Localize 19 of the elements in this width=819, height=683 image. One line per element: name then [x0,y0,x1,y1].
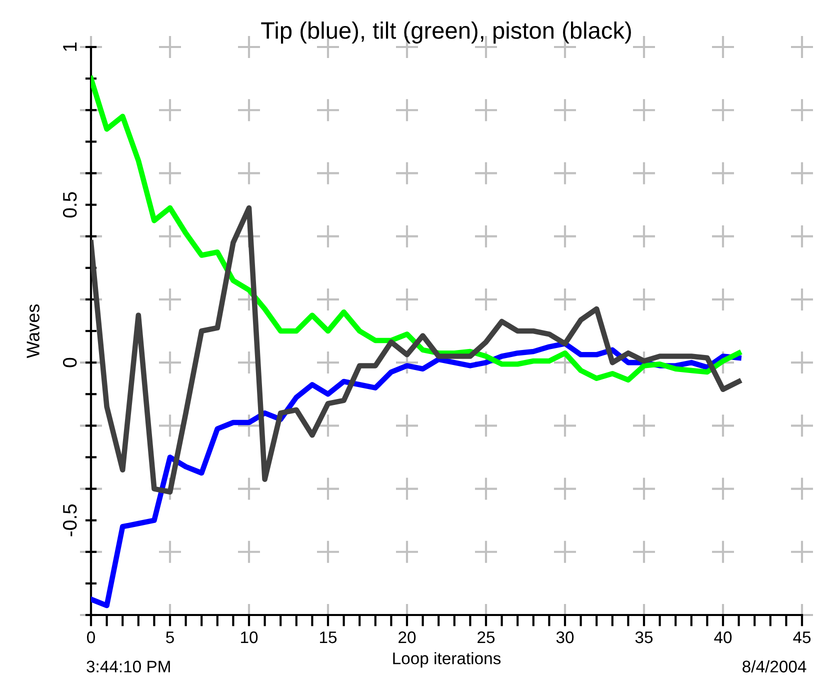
y-tick-label: 1 [63,42,77,51]
y-tick-label: 0 [62,358,77,368]
x-axis-title: Loop iterations [393,652,501,668]
x-tick-label: 5 [166,632,174,644]
x-tick-label: 45 [793,632,811,644]
x-tick-label: 35 [635,631,653,644]
x-tick-label: 40 [714,631,732,644]
x-tick-label: 20 [398,631,416,644]
x-tick-label: 10 [241,631,258,644]
y-axis-title: Waves [26,304,40,358]
x-tick-label: 0 [87,631,95,644]
x-tick-label: 30 [556,631,574,644]
chart-title: Tip (blue), tilt (green), piston (black) [261,22,631,44]
text: 3:44:10 PM [86,660,170,672]
x-tick-label: 15 [320,632,337,644]
y-tick-label: 0.5 [62,192,77,218]
y-tick-label: -0.5 [62,504,77,536]
text: 8/4/2004 [742,660,806,672]
x-tick-label: 25 [478,631,495,644]
